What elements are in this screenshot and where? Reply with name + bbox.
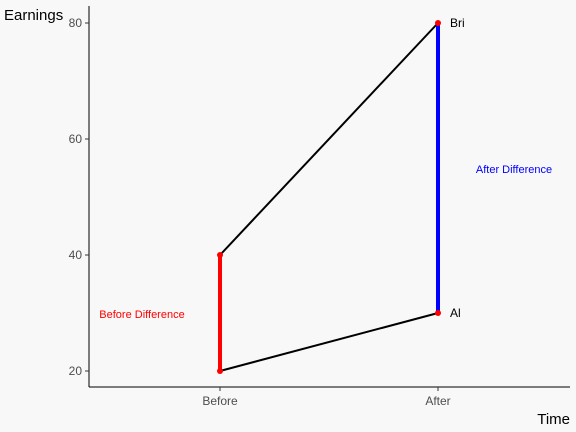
y-tick-label: 80 xyxy=(69,16,83,30)
y-tick-label: 40 xyxy=(69,248,83,262)
data-point xyxy=(217,368,223,374)
x-tick-label: After xyxy=(425,394,450,408)
after-difference-label: After Difference xyxy=(476,164,552,176)
y-tick-label: 20 xyxy=(69,364,83,378)
data-point xyxy=(435,20,441,26)
x-tick-label: Before xyxy=(202,394,238,408)
x-axis-title: Time xyxy=(537,411,570,428)
series-line-bri xyxy=(219,22,439,256)
before-difference-label: Before Difference xyxy=(99,309,184,321)
data-point xyxy=(435,310,441,316)
series-line-al xyxy=(219,312,439,372)
y-tick-label: 60 xyxy=(69,132,83,146)
series-label: Al xyxy=(450,306,461,320)
data-point xyxy=(217,252,223,258)
plot-area: 20 40 60 80 Before After Al Bri Before Differenc… xyxy=(69,6,570,408)
y-axis-title: Earnings xyxy=(4,7,63,24)
series-label: Bri xyxy=(450,16,465,30)
